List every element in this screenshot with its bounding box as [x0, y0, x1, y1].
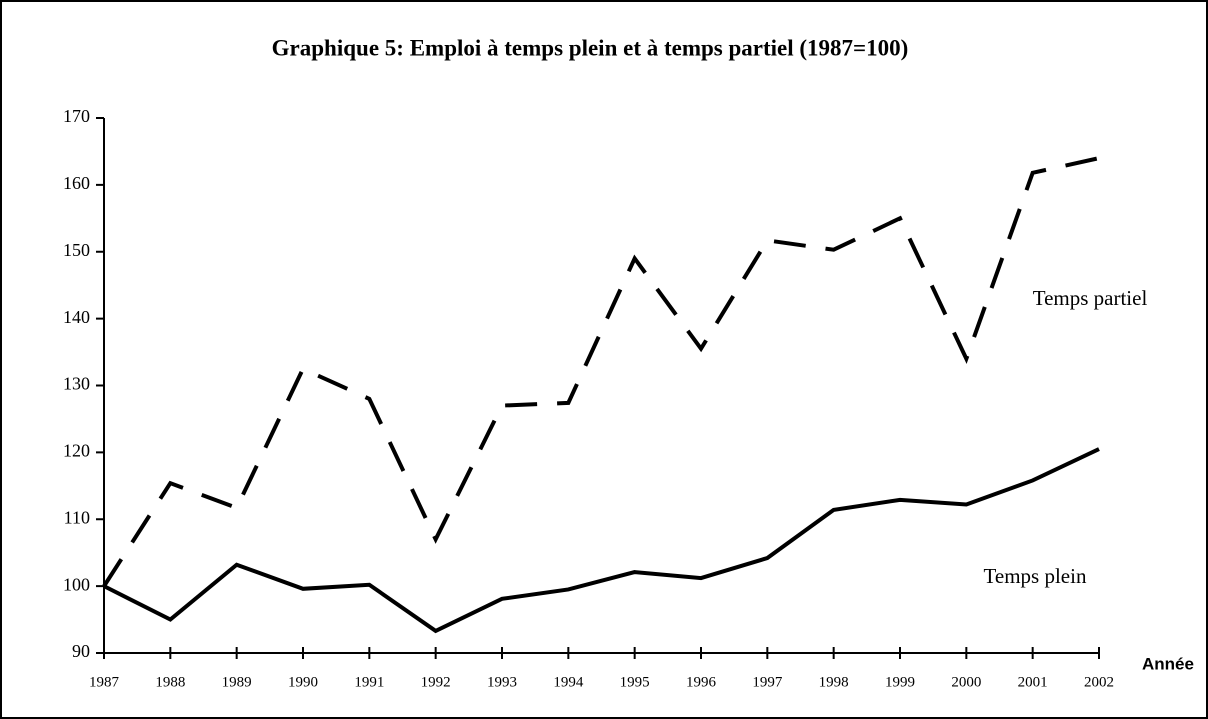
- x-tick-label: 1996: [686, 674, 717, 690]
- x-tick-label: 1988: [155, 674, 185, 690]
- y-tick-label: 130: [63, 374, 90, 394]
- x-tick-label: 1993: [487, 674, 517, 690]
- x-axis-label: Année: [1142, 654, 1194, 673]
- series-line: [103, 447, 1100, 634]
- chart-title: Graphique 5: Emploi à temps plein et à t…: [272, 35, 909, 60]
- y-tick-label: 90: [72, 641, 90, 661]
- x-tick-label: 1995: [620, 674, 650, 690]
- y-tick-label: 100: [63, 574, 90, 594]
- x-tick-label: 2001: [1018, 674, 1048, 690]
- x-tick-label: 1989: [222, 674, 252, 690]
- x-tick-label: 1991: [354, 674, 384, 690]
- x-tick-label: 1997: [752, 674, 783, 690]
- x-tick-label: 2002: [1084, 674, 1114, 690]
- y-tick-label: 160: [63, 173, 90, 193]
- x-tick-label: 2000: [951, 674, 981, 690]
- x-tick-label: 1990: [288, 674, 318, 690]
- x-tick-label: 1999: [885, 674, 915, 690]
- series-line: [102, 156, 1100, 588]
- x-tick-label: 1998: [819, 674, 849, 690]
- y-tick-label: 120: [63, 441, 90, 461]
- y-tick-label: 110: [64, 507, 90, 527]
- x-tick-label: 1987: [89, 674, 120, 690]
- series-label: Temps partiel: [1033, 286, 1148, 310]
- x-tick-label: 1994: [553, 674, 584, 690]
- y-tick-label: 140: [63, 307, 90, 327]
- y-tick-label: 150: [63, 240, 90, 260]
- series-label: Temps plein: [984, 564, 1087, 588]
- y-tick-label: 170: [63, 106, 90, 126]
- x-tick-label: 1992: [421, 674, 451, 690]
